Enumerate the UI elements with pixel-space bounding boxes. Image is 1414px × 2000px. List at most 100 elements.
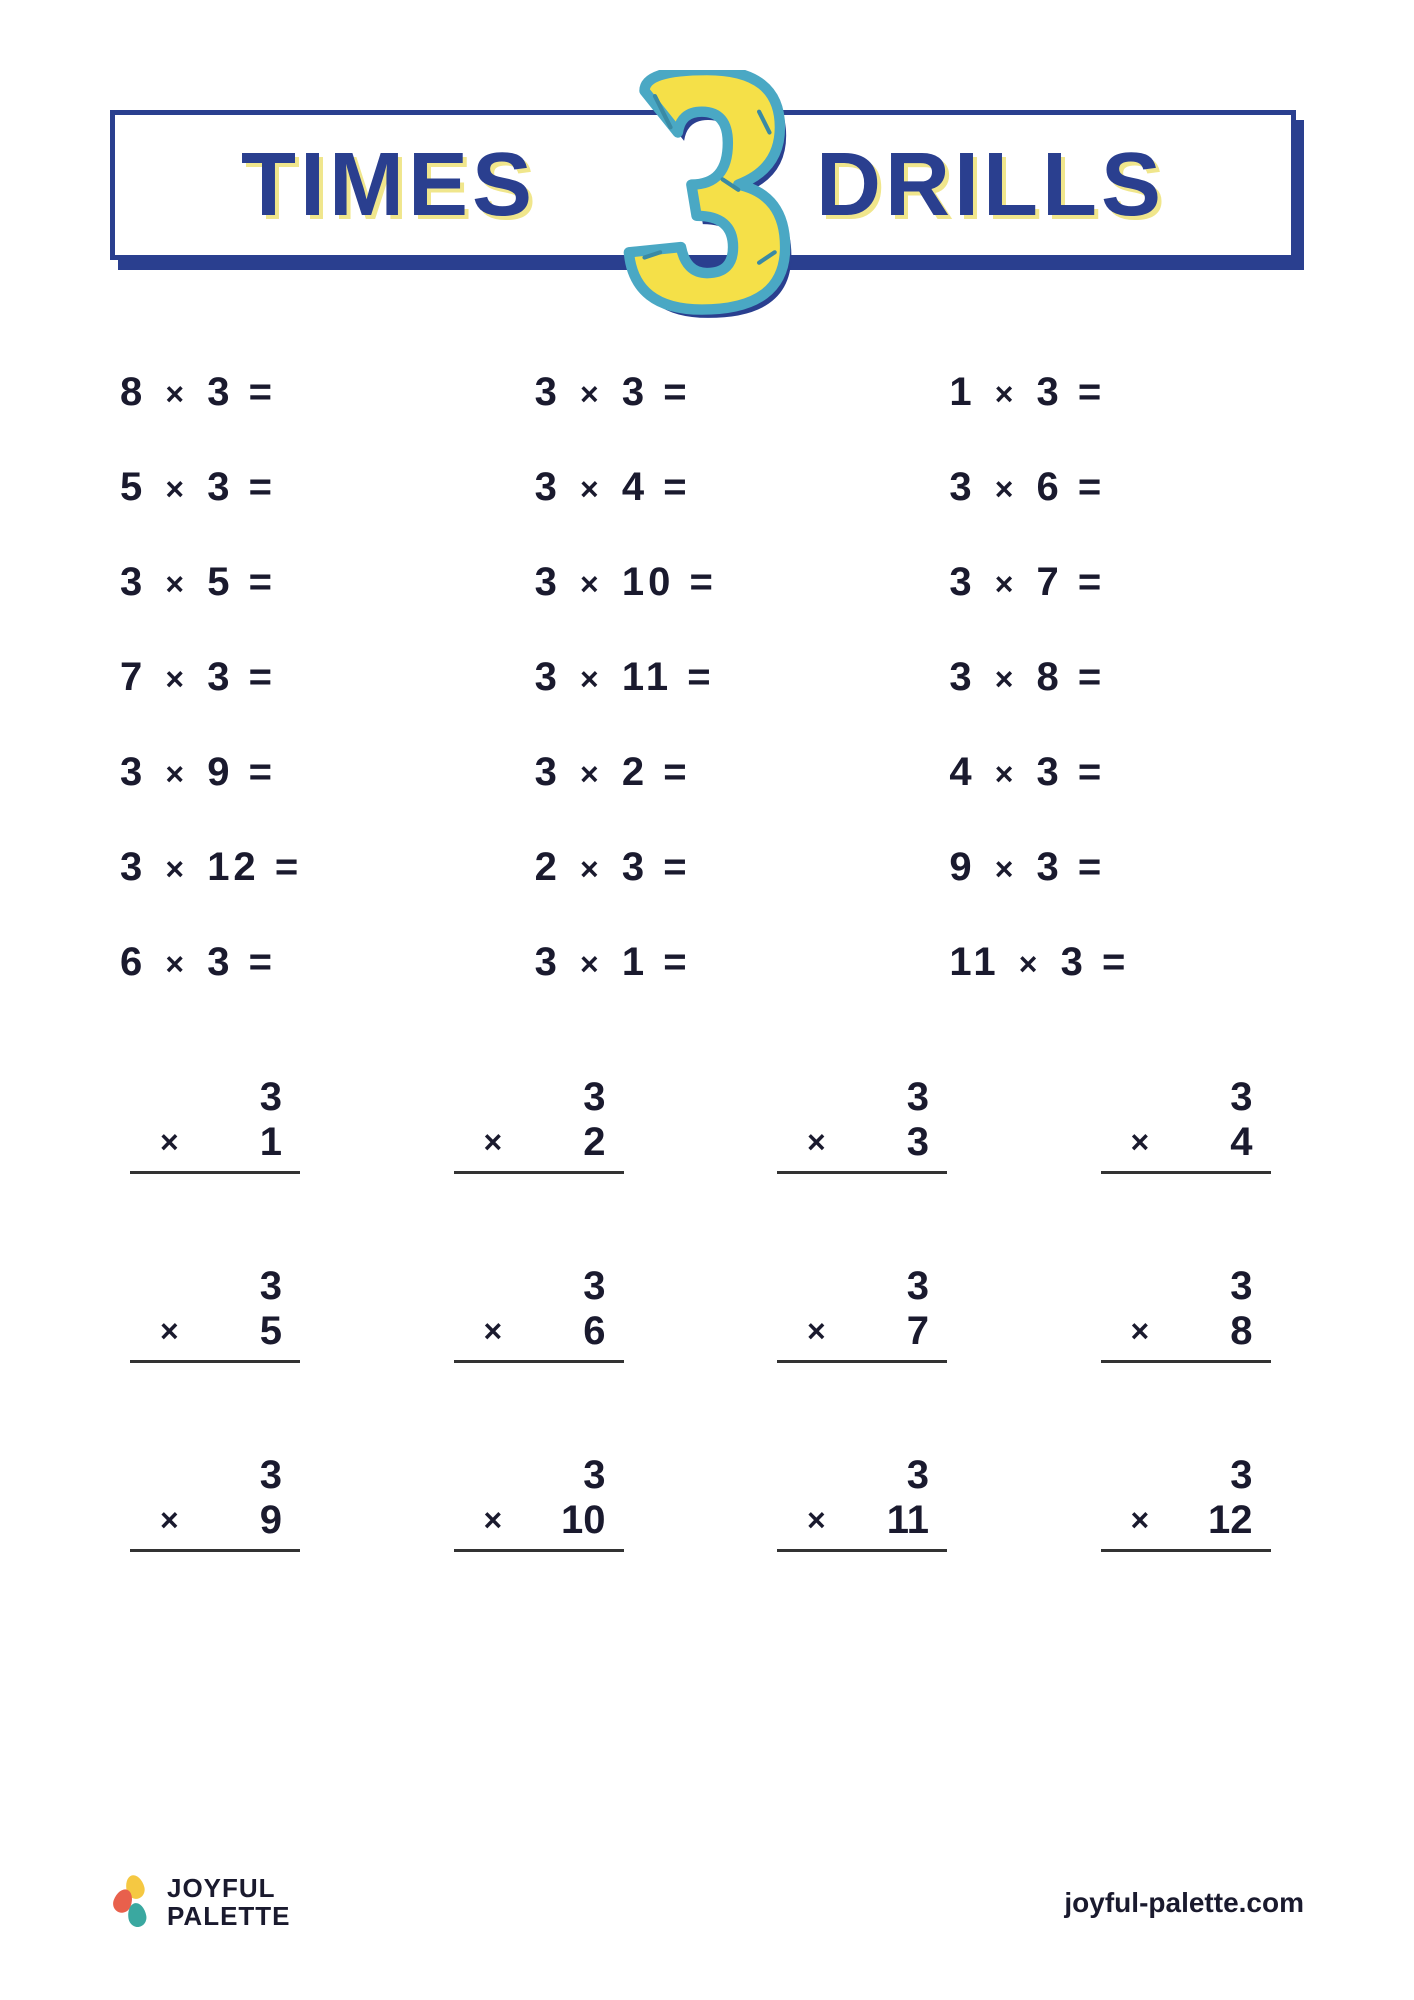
operand-a: 7 [120, 655, 146, 699]
vertical-problem: 3 × 5 [130, 1264, 300, 1363]
logo-line1: JOYFUL [167, 1875, 291, 1902]
bottom-operand: 5 [260, 1309, 282, 1354]
times-icon: × [995, 851, 1018, 888]
top-operand: 3 [130, 1453, 300, 1498]
equals-sign: = [663, 750, 690, 794]
operand-b: 3 [622, 370, 648, 414]
operand-b: 10 [622, 560, 675, 604]
equals-sign: = [687, 655, 714, 699]
header-word-right: DRILLS [816, 134, 1165, 237]
equals-sign: = [663, 940, 690, 984]
operand-b: 3 [1037, 845, 1063, 889]
equals-sign: = [1078, 845, 1105, 889]
times-icon: × [484, 1124, 503, 1161]
operand-a: 2 [535, 845, 561, 889]
operand-a: 4 [949, 750, 975, 794]
bottom-row: × 10 [454, 1498, 624, 1552]
bottom-operand: 1 [260, 1120, 282, 1165]
times-icon: × [580, 756, 603, 793]
vertical-problems: 3×13×23×33×43×53×63×73×83×93×103×113×12 [110, 1075, 1304, 1552]
footer: JOYFUL PALETTE joyful-palette.com [110, 1875, 1304, 1930]
horizontal-problem: 3 × 7 = [949, 560, 1304, 605]
horizontal-problem: 3 × 1 = [535, 940, 890, 985]
operand-b: 4 [622, 465, 648, 509]
top-operand: 3 [777, 1264, 947, 1309]
times-icon: × [995, 376, 1018, 413]
operand-b: 9 [207, 750, 233, 794]
equals-sign: = [249, 655, 276, 699]
operand-b: 7 [1037, 560, 1063, 604]
times-icon: × [580, 376, 603, 413]
bottom-row: ×3 [777, 1120, 947, 1174]
times-icon: × [807, 1313, 826, 1350]
operand-a: 3 [535, 750, 561, 794]
vertical-problem: 3 × 10 [454, 1453, 624, 1552]
times-icon: × [165, 471, 188, 508]
times-icon: × [165, 376, 188, 413]
operand-b: 3 [1037, 750, 1063, 794]
operand-b: 3 [1061, 940, 1087, 984]
equals-sign: = [689, 560, 716, 604]
times-icon: × [165, 661, 188, 698]
bottom-operand: 4 [1230, 1120, 1252, 1165]
vertical-problem: 3×3 [777, 1075, 947, 1174]
bottom-operand: 11 [887, 1498, 929, 1543]
operand-a: 3 [535, 655, 561, 699]
operand-b: 1 [622, 940, 648, 984]
operand-a: 3 [535, 370, 561, 414]
operand-a: 6 [120, 940, 146, 984]
times-icon: × [995, 471, 1018, 508]
bottom-row: ×1 [130, 1120, 300, 1174]
times-icon: × [580, 661, 603, 698]
top-operand: 3 [777, 1075, 947, 1120]
times-icon: × [1131, 1502, 1150, 1539]
bottom-operand: 2 [583, 1120, 605, 1165]
top-operand: 3 [130, 1075, 300, 1120]
times-icon: × [580, 946, 603, 983]
bottom-operand: 12 [1208, 1498, 1253, 1543]
horizontal-problem: 3 × 6 = [949, 465, 1304, 510]
operand-b: 3 [207, 370, 233, 414]
times-icon: × [484, 1502, 503, 1539]
operand-a: 3 [120, 560, 146, 604]
horizontal-problem: 3 × 8 = [949, 655, 1304, 700]
times-icon: × [807, 1124, 826, 1161]
top-operand: 3 [130, 1264, 300, 1309]
equals-sign: = [1102, 940, 1129, 984]
top-operand: 3 [777, 1453, 947, 1498]
operand-a: 3 [535, 940, 561, 984]
top-operand: 3 [454, 1453, 624, 1498]
horizontal-problem: 9 × 3 = [949, 845, 1304, 890]
times-icon: × [160, 1313, 179, 1350]
bottom-row: ×9 [130, 1498, 300, 1552]
times-icon: × [580, 566, 603, 603]
horizontal-problem: 11 × 3 = [949, 940, 1304, 985]
equals-sign: = [663, 370, 690, 414]
operand-a: 3 [949, 560, 975, 604]
equals-sign: = [1078, 370, 1105, 414]
top-operand: 3 [1101, 1075, 1271, 1120]
operand-a: 3 [120, 750, 146, 794]
times-icon: × [165, 566, 188, 603]
vertical-problem: 3×9 [130, 1453, 300, 1552]
bottom-row: ×8 [1101, 1309, 1271, 1363]
operand-b: 3 [622, 845, 648, 889]
horizontal-problem: 3 × 9 = [120, 750, 475, 795]
vertical-problem: 3×6 [454, 1264, 624, 1363]
horizontal-problem: 2 × 3 = [535, 845, 890, 890]
big-number-icon [597, 70, 817, 320]
bottom-row: ×11 [777, 1498, 947, 1552]
vertical-problem: 3×7 [777, 1264, 947, 1363]
horizontal-problems: 8 × 3 =3 × 3 =1 × 3 =5 × 3 =3 × 4 =3 × 6… [110, 370, 1304, 985]
equals-sign: = [1078, 655, 1105, 699]
top-operand: 3 [1101, 1264, 1271, 1309]
bottom-operand: 9 [260, 1498, 282, 1543]
vertical-problem: 3×8 [1101, 1264, 1271, 1363]
equals-sign: = [249, 370, 276, 414]
bottom-operand: 10 [561, 1498, 606, 1543]
bottom-row: ×6 [454, 1309, 624, 1363]
horizontal-problem: 3 × 5 = [120, 560, 475, 605]
operand-a: 3 [949, 465, 975, 509]
times-icon: × [160, 1502, 179, 1539]
equals-sign: = [249, 465, 276, 509]
